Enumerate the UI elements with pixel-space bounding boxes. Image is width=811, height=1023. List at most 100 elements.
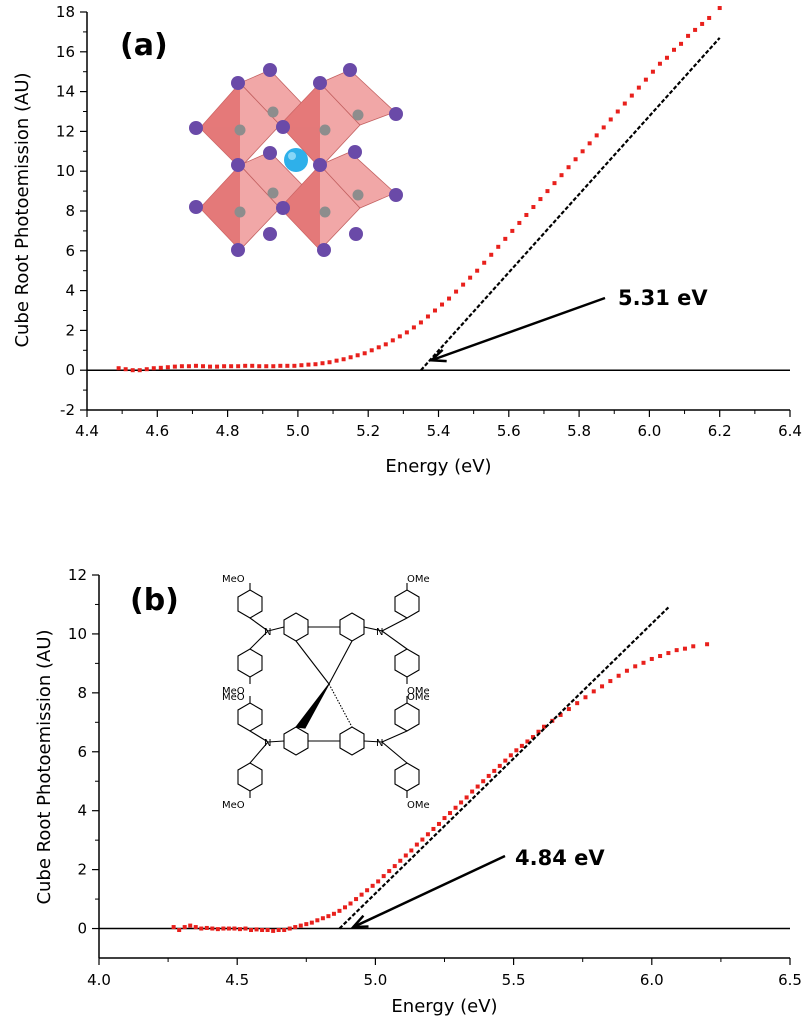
x-tick-label: 5.0 [286, 422, 310, 440]
linear-fit-line [338, 606, 670, 930]
x-tick-label: 6.4 [778, 422, 802, 440]
chem-label-ome: OMe [407, 692, 430, 703]
data-point [658, 654, 663, 659]
data-point [587, 141, 592, 146]
data-point [666, 651, 671, 656]
data-point [591, 689, 596, 694]
y-tick-label: 12 [68, 566, 87, 584]
data-point [327, 360, 332, 365]
data-point [486, 773, 491, 778]
data-point [481, 779, 486, 784]
y-tick-label: 12 [56, 122, 75, 140]
data-point [482, 260, 487, 265]
data-point [171, 925, 176, 930]
data-point [137, 368, 142, 373]
data-point [257, 364, 262, 369]
data-point [514, 748, 519, 753]
data-point [442, 816, 447, 821]
data-point [293, 925, 298, 930]
data-point [672, 47, 677, 52]
chem-label-meo: MeO [222, 574, 245, 585]
data-point [559, 173, 564, 178]
data-point [265, 928, 270, 933]
data-point [158, 365, 163, 370]
y-tick-label: 2 [65, 321, 75, 339]
y-tick-label: 10 [68, 625, 87, 643]
data-point [193, 363, 198, 368]
annotation-label: 4.84 eV [515, 846, 605, 870]
data-point [215, 364, 220, 369]
data-point [608, 117, 613, 122]
data-point [186, 364, 191, 369]
y-axis-label: Cube Root Photoemission (AU) [34, 629, 55, 904]
data-point [418, 320, 423, 325]
data-point [629, 93, 634, 98]
data-point [425, 314, 430, 319]
data-point [123, 367, 128, 372]
data-point [616, 673, 621, 678]
data-point [664, 55, 669, 60]
data-point [260, 928, 265, 933]
y-tick-label: 10 [56, 162, 75, 180]
x-tick-label: 4.5 [225, 971, 249, 989]
spiro-ometad-labels: MeO OMe N N MeO OMe MeO OMe N N MeO OMe [222, 574, 430, 811]
data-point [282, 928, 287, 933]
data-point [440, 302, 445, 307]
data-point [116, 366, 121, 371]
data-point [285, 363, 290, 368]
chem-label-n: N [264, 738, 271, 749]
y-axis-label: Cube Root Photoemission (AU) [12, 72, 33, 347]
data-point [409, 848, 414, 853]
data-point [705, 642, 710, 647]
data-point [208, 364, 213, 369]
data-point [531, 205, 536, 210]
y-tick-label: 18 [56, 3, 75, 21]
data-point [348, 901, 353, 906]
data-point [172, 364, 177, 369]
x-axis-label: Energy (eV) [385, 456, 491, 477]
data-point [461, 282, 466, 287]
data-point [566, 165, 571, 170]
data-point [536, 729, 541, 734]
data-point [179, 364, 184, 369]
data-point [376, 345, 381, 350]
data-point [420, 837, 425, 842]
data-point [193, 925, 198, 930]
data-point [530, 735, 535, 740]
data-point [717, 6, 722, 11]
y-tick-label: 8 [77, 684, 87, 702]
data-point [447, 296, 452, 301]
data-point [496, 244, 501, 249]
data-point [398, 858, 403, 863]
data-point [237, 927, 242, 932]
data-point [304, 922, 309, 927]
data-point [271, 364, 276, 369]
y-tick-label: 0 [77, 920, 87, 938]
annotation-arrowhead [350, 914, 369, 929]
annotation-arrow [431, 296, 606, 362]
chem-label-n: N [264, 627, 271, 638]
data-point [226, 926, 231, 931]
data-point [497, 763, 502, 768]
annotation-arrowhead [428, 348, 447, 363]
panel-label: (a) [120, 28, 168, 63]
data-point [411, 325, 416, 330]
annotation-arrow [352, 854, 506, 929]
data-point [204, 925, 209, 930]
data-point [508, 753, 513, 758]
chem-label-ome: OMe [407, 686, 430, 697]
data-point [315, 918, 320, 923]
data-point [292, 363, 297, 368]
panel-b: 4.0 4.5 5.0 5.5 6.0 6.5 0 2 4 6 8 10 12 Energy (eV) Cu… [34, 566, 802, 1017]
data-point [341, 357, 346, 362]
chem-label-ome: OMe [407, 574, 430, 585]
data-point [414, 842, 419, 847]
panel-a: 4.4 4.6 4.8 5.0 5.2 5.4 5.6 5.8 6.0 6.2 6.4 -2 0 2 4 6 8… [12, 3, 802, 477]
data-point [519, 743, 524, 748]
data-point [200, 364, 205, 369]
data-point [229, 364, 234, 369]
data-point [381, 874, 386, 879]
data-point [594, 133, 599, 138]
data-point [271, 928, 276, 933]
y-tick-label: 16 [56, 43, 75, 61]
